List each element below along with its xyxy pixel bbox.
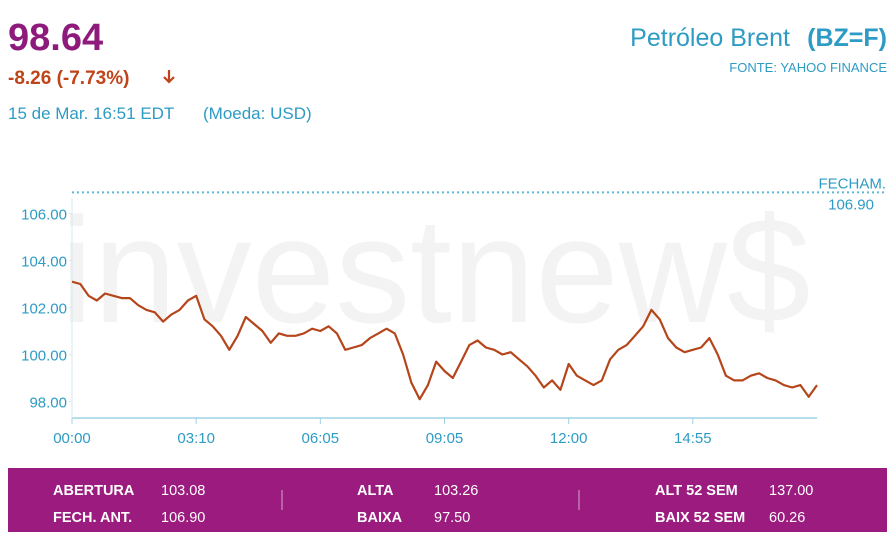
x-tick-label: 06:05 bbox=[302, 430, 340, 447]
x-tick-label: 09:05 bbox=[426, 430, 464, 447]
stat-label: BAIXA bbox=[357, 510, 403, 526]
y-tick-label: 106.00 bbox=[21, 207, 67, 224]
stat-value: 103.08 bbox=[161, 483, 205, 499]
stat-value: 106.90 bbox=[161, 510, 205, 526]
stat-value: 137.00 bbox=[769, 483, 813, 499]
stats-bar bbox=[8, 468, 887, 532]
stat-label: ALT 52 SEM bbox=[655, 483, 738, 499]
stat-label: BAIX 52 SEM bbox=[655, 510, 745, 526]
stat-label: ABERTURA bbox=[53, 483, 135, 499]
reference-value: 106.90 bbox=[828, 196, 874, 213]
y-tick-label: 102.00 bbox=[21, 301, 67, 318]
source: FONTE: YAHOO FINANCE bbox=[729, 60, 887, 75]
date: 15 de Mar. 16:51 EDT bbox=[8, 104, 174, 123]
down-arrow bbox=[163, 70, 175, 84]
x-tick-label: 14:55 bbox=[674, 430, 712, 447]
watermark: investnew$ bbox=[60, 186, 810, 354]
asset-name: Petróleo Brent bbox=[630, 24, 790, 52]
y-tick-label: 100.00 bbox=[21, 348, 67, 365]
stat-value: 97.50 bbox=[434, 510, 470, 526]
x-tick-label: 00:00 bbox=[53, 430, 91, 447]
stat-value: 60.26 bbox=[769, 510, 805, 526]
x-tick-label: 03:10 bbox=[177, 430, 215, 447]
y-tick-label: 104.00 bbox=[21, 254, 67, 271]
x-tick-label: 12:00 bbox=[550, 430, 588, 447]
ticker: (BZ=F) bbox=[807, 24, 887, 52]
reference-label: FECHAM. bbox=[819, 175, 887, 192]
price-line bbox=[71, 280, 818, 401]
change: -8.26 (-7.73%) bbox=[8, 68, 129, 89]
y-tick-label: 98.00 bbox=[29, 395, 67, 412]
stat-label: FECH. ANT. bbox=[53, 510, 132, 526]
stat-value: 103.26 bbox=[434, 483, 478, 499]
price: 98.64 bbox=[8, 17, 103, 59]
stat-label: ALTA bbox=[357, 483, 394, 499]
currency: (Moeda: USD) bbox=[203, 104, 312, 123]
